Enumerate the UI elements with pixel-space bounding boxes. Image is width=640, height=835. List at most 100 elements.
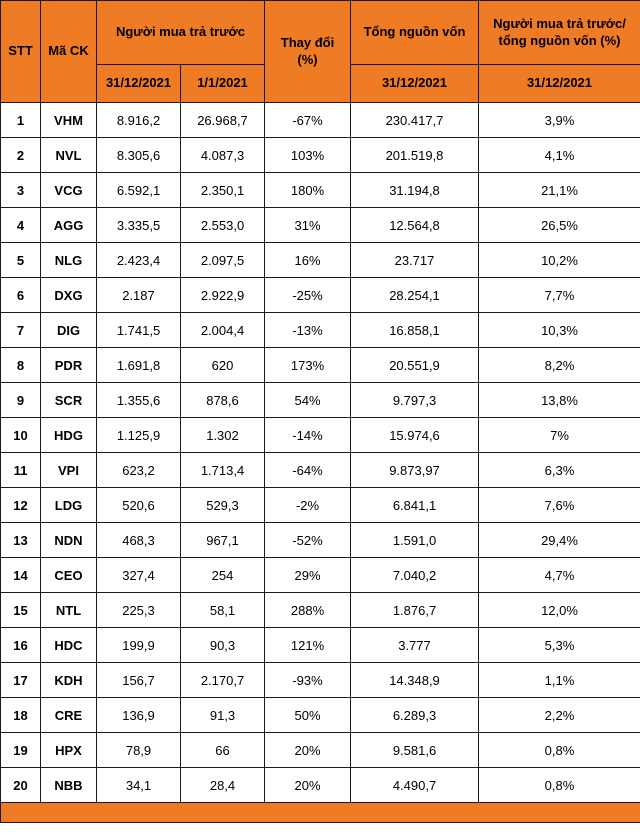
stock-code: HDC: [40, 627, 97, 663]
header-stock-code: Mã CK: [40, 0, 97, 103]
prepaid-1-1-2021: 529,3: [180, 487, 265, 523]
stock-code: HDG: [40, 417, 97, 453]
prepaid-1-1-2021: 91,3: [180, 697, 265, 733]
prepaid-1-1-2021: 2.097,5: [180, 242, 265, 278]
row-number: 10: [0, 417, 41, 453]
header-change-percent: Thay đổi (%): [264, 0, 351, 103]
stock-code: NDN: [40, 522, 97, 558]
prepaid-31-12-2021: 1.355,6: [96, 382, 181, 418]
change-percent: 121%: [264, 627, 351, 663]
row-number: 19: [0, 732, 41, 768]
table-row: 15 NTL 225,3 58,1 288% 1.876,7 12,0%: [0, 592, 640, 628]
table-row: 9 SCR 1.355,6 878,6 54% 9.797,3 13,8%: [0, 382, 640, 418]
prepaid-31-12-2021: 8.305,6: [96, 137, 181, 173]
change-percent: 50%: [264, 697, 351, 733]
table-row: 8 PDR 1.691,8 620 173% 20.551,9 8,2%: [0, 347, 640, 383]
stock-code: HPX: [40, 732, 97, 768]
ratio-percent: 10,2%: [478, 242, 640, 278]
prepaid-31-12-2021: 6.592,1: [96, 172, 181, 208]
table-row: 12 LDG 520,6 529,3 -2% 6.841,1 7,6%: [0, 487, 640, 523]
stock-code: PDR: [40, 347, 97, 383]
prepaid-31-12-2021: 1.691,8: [96, 347, 181, 383]
stock-code: NLG: [40, 242, 97, 278]
prepaid-1-1-2021: 28,4: [180, 767, 265, 803]
total-capital: 3.777: [350, 627, 479, 663]
table-row: 1 VHM 8.916,2 26.968,7 -67% 230.417,7 3,9%: [0, 102, 640, 138]
prepaid-1-1-2021: 878,6: [180, 382, 265, 418]
header-total-capital: Tổng nguồn vốn: [350, 0, 479, 65]
stock-code: KDH: [40, 662, 97, 698]
change-percent: 103%: [264, 137, 351, 173]
row-number: 18: [0, 697, 41, 733]
prepaid-31-12-2021: 136,9: [96, 697, 181, 733]
table-row: 6 DXG 2.187 2.922,9 -25% 28.254,1 7,7%: [0, 277, 640, 313]
prepaid-31-12-2021: 468,3: [96, 522, 181, 558]
ratio-percent: 7%: [478, 417, 640, 453]
total-capital: 9.797,3: [350, 382, 479, 418]
footer-bar: [0, 802, 640, 823]
total-capital: 15.974,6: [350, 417, 479, 453]
prepaid-1-1-2021: 254: [180, 557, 265, 593]
prepaid-1-1-2021: 620: [180, 347, 265, 383]
row-number: 5: [0, 242, 41, 278]
ratio-percent: 8,2%: [478, 347, 640, 383]
total-capital: 20.551,9: [350, 347, 479, 383]
header-ratio: Người mua trả trước/ tổng nguồn vốn (%): [478, 0, 640, 65]
ratio-percent: 12,0%: [478, 592, 640, 628]
subheader-prepaid-date-1: 31/12/2021: [96, 64, 181, 103]
prepaid-1-1-2021: 90,3: [180, 627, 265, 663]
ratio-percent: 5,3%: [478, 627, 640, 663]
stock-code: CEO: [40, 557, 97, 593]
stock-code: VHM: [40, 102, 97, 138]
stock-code: VPI: [40, 452, 97, 488]
row-number: 3: [0, 172, 41, 208]
total-capital: 6.841,1: [350, 487, 479, 523]
header-prepaid-buyers: Người mua trả trước: [96, 0, 265, 65]
prepaid-31-12-2021: 327,4: [96, 557, 181, 593]
row-number: 4: [0, 207, 41, 243]
change-percent: -14%: [264, 417, 351, 453]
row-number: 14: [0, 557, 41, 593]
total-capital: 9.581,6: [350, 732, 479, 768]
table-row: 17 KDH 156,7 2.170,7 -93% 14.348,9 1,1%: [0, 662, 640, 698]
ratio-percent: 29,4%: [478, 522, 640, 558]
ratio-percent: 1,1%: [478, 662, 640, 698]
prepaid-1-1-2021: 1.713,4: [180, 452, 265, 488]
change-percent: 20%: [264, 732, 351, 768]
row-number: 2: [0, 137, 41, 173]
change-percent: -93%: [264, 662, 351, 698]
table-row: 7 DIG 1.741,5 2.004,4 -13% 16.858,1 10,3%: [0, 312, 640, 348]
total-capital: 28.254,1: [350, 277, 479, 313]
change-percent: 173%: [264, 347, 351, 383]
total-capital: 201.519,8: [350, 137, 479, 173]
subheader-prepaid-date-2: 1/1/2021: [180, 64, 265, 103]
total-capital: 6.289,3: [350, 697, 479, 733]
prepaid-1-1-2021: 2.170,7: [180, 662, 265, 698]
total-capital: 4.490,7: [350, 767, 479, 803]
ratio-percent: 13,8%: [478, 382, 640, 418]
change-percent: 31%: [264, 207, 351, 243]
stock-code: NBB: [40, 767, 97, 803]
row-number: 7: [0, 312, 41, 348]
ratio-percent: 10,3%: [478, 312, 640, 348]
row-number: 8: [0, 347, 41, 383]
change-percent: -52%: [264, 522, 351, 558]
total-capital: 31.194,8: [350, 172, 479, 208]
table-body: 1 VHM 8.916,2 26.968,7 -67% 230.417,7 3,9% 2 NVL…: [0, 102, 640, 803]
prepaid-1-1-2021: 26.968,7: [180, 102, 265, 138]
total-capital: 9.873,97: [350, 452, 479, 488]
row-number: 11: [0, 452, 41, 488]
prepaid-1-1-2021: 58,1: [180, 592, 265, 628]
prepaid-1-1-2021: 2.553,0: [180, 207, 265, 243]
total-capital: 12.564,8: [350, 207, 479, 243]
ratio-percent: 4,1%: [478, 137, 640, 173]
prepaid-31-12-2021: 520,6: [96, 487, 181, 523]
stock-code: DXG: [40, 277, 97, 313]
ratio-percent: 21,1%: [478, 172, 640, 208]
ratio-percent: 4,7%: [478, 557, 640, 593]
prepaid-31-12-2021: 34,1: [96, 767, 181, 803]
change-percent: -25%: [264, 277, 351, 313]
row-number: 20: [0, 767, 41, 803]
subheader-ratio-date: 31/12/2021: [478, 64, 640, 103]
table-row: 16 HDC 199,9 90,3 121% 3.777 5,3%: [0, 627, 640, 663]
